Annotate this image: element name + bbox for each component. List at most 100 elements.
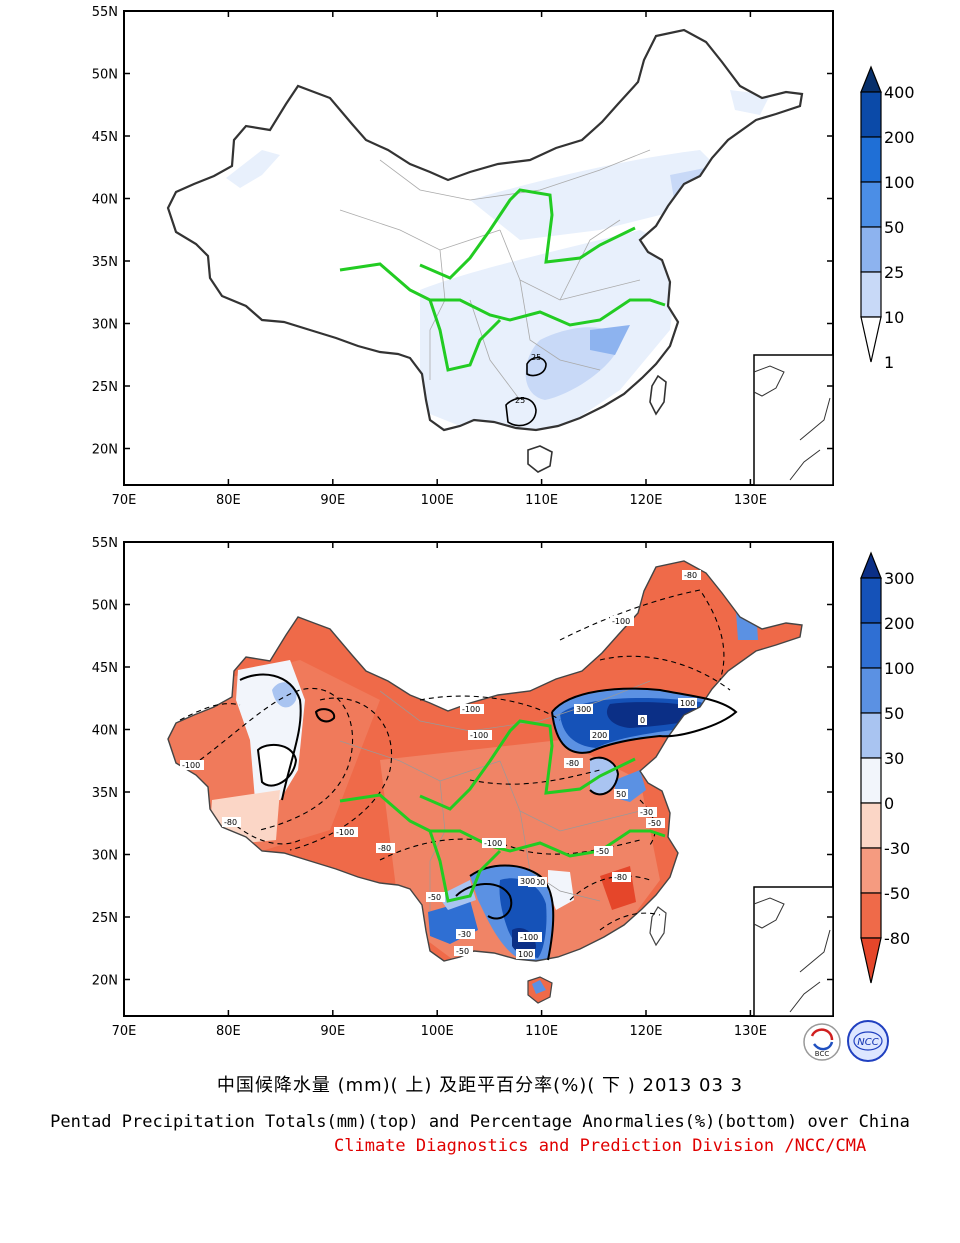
colorbar-label: 200: [884, 128, 915, 147]
colorbar-label: 50: [884, 704, 904, 723]
lat-tick-label: 50N: [92, 599, 118, 614]
colorbar-segment: [860, 65, 882, 93]
contour-label-bg: [590, 730, 609, 740]
colorbar-segment: [860, 551, 882, 579]
contour-label-bg: [482, 838, 506, 848]
svg-text:NCC: NCC: [857, 1037, 878, 1048]
lon-tick-label: 130E: [734, 493, 767, 508]
contour-label: -80: [684, 571, 697, 580]
top-contours: [505, 356, 547, 427]
contour-label: -50: [648, 819, 661, 828]
colorbar-label: 10: [884, 308, 904, 327]
contour-label-bg: [468, 730, 492, 740]
contour-label-bg: [614, 789, 628, 799]
lat-tick-label: 30N: [92, 849, 118, 864]
lat-tick-label: 50N: [92, 68, 118, 83]
contour-label-bg: [678, 698, 697, 708]
lon-tick-label: 90E: [320, 1024, 345, 1039]
contour-label: -100: [336, 828, 354, 837]
lat-tick-label: 40N: [92, 724, 118, 739]
contour-label: 100: [680, 699, 695, 708]
contour-label-bg: [682, 570, 701, 580]
lon-tick-label: 70E: [112, 493, 137, 508]
contour-label: -100: [470, 731, 488, 740]
colorbar-segment: [860, 91, 882, 138]
contour-label-bg: [564, 758, 583, 768]
colorbar-label: 0: [884, 794, 894, 813]
colorbar-label: 300: [884, 569, 915, 588]
lat-tick-label: 35N: [92, 786, 118, 801]
lon-tick-label: 100E: [421, 493, 454, 508]
colorbar-segment: [860, 136, 882, 183]
top-rivers: [339, 188, 666, 372]
colorbar-label: 30: [884, 749, 904, 768]
contour-label-bg: [516, 949, 535, 959]
colorbar-segment: [860, 757, 882, 804]
contour-label: -80: [566, 759, 579, 768]
contour-label: -100: [182, 761, 200, 770]
contour-label: 0: [640, 716, 645, 725]
lat-tick-label: 35N: [92, 255, 118, 270]
contour-label: 200: [530, 878, 545, 887]
colorbar-segment: [860, 316, 882, 363]
contour-label: 100: [518, 950, 533, 959]
colorbar-segment: [860, 937, 882, 984]
contour-label: -100: [520, 933, 538, 942]
colorbar-segment: [860, 181, 882, 228]
top-contour-label: 25: [515, 396, 525, 405]
lon-tick-label: 90E: [320, 493, 345, 508]
contour-label-bg: [426, 892, 445, 902]
lon-tick-label: 110E: [525, 1024, 558, 1039]
contour-label: -50: [596, 847, 609, 856]
contour-label: -100: [484, 839, 502, 848]
contour-label: 300: [576, 705, 591, 714]
colorbar-label: 100: [884, 659, 915, 678]
top-axes: 55N 50N 45N 40N 35N 30N 25N 20N 70E 80E 90E 100E 110…: [92, 5, 833, 508]
contour-label: -30: [640, 808, 653, 817]
lon-tick-label: 130E: [734, 1024, 767, 1039]
contour-label: -100: [462, 705, 480, 714]
lat-tick-label: 30N: [92, 318, 118, 333]
lat-tick-label: 20N: [92, 974, 118, 989]
contour-label-bg: [528, 877, 547, 887]
lat-tick-label: 40N: [92, 193, 118, 208]
organization-caption: Climate Diagnostics and Prediction Divis…: [334, 1136, 867, 1156]
chinese-caption: 中国候降水量 (mm)( 上) 及距平百分率(%)( 下 ) 2013 03 3: [216, 1075, 744, 1096]
contour-label-bg: [180, 760, 204, 770]
bottom-axes: 55N 50N 45N 40N 35N 30N 25N 20N 70E 80E 90E 100E 110…: [92, 536, 833, 1039]
top-inset-south-china-sea: [753, 354, 834, 486]
contour-label: -100: [612, 617, 630, 626]
lat-tick-label: 55N: [92, 5, 118, 20]
contour-label-bg: [222, 817, 241, 827]
colorbar-label: -80: [884, 929, 910, 948]
contour-label-bg: [518, 876, 537, 886]
bottom-contour-labels: -100 -80 -100 -100 -100 -80 -100 -50 300 200 100 0 -…: [180, 570, 701, 959]
colorbar-label: -30: [884, 839, 910, 858]
contour-label-bg: [460, 704, 484, 714]
lon-tick-label: 120E: [629, 1024, 662, 1039]
lon-tick-label: 110E: [525, 493, 558, 508]
lon-tick-label: 70E: [112, 1024, 137, 1039]
contour-label-bg: [646, 818, 665, 828]
colorbar-segment: [860, 802, 882, 849]
top-contour-label: 25: [531, 353, 541, 362]
bottom-map: -100-80-100-100-100-80-100-503002001000-…: [92, 536, 915, 1039]
bottom-rivers: [339, 719, 666, 903]
lat-tick-label: 45N: [92, 661, 118, 676]
colorbar-segment: [860, 892, 882, 939]
colorbar-label: 100: [884, 173, 915, 192]
contour-label-bg: [376, 843, 395, 853]
colorbar-segment: [860, 271, 882, 318]
lon-tick-label: 120E: [629, 493, 662, 508]
contour-label-bg: [456, 929, 475, 939]
colorbar-segment: [860, 712, 882, 759]
contour-label-bg: [638, 715, 647, 725]
contour-label: -50: [428, 893, 441, 902]
svg-text:BCC: BCC: [815, 1050, 830, 1058]
contour-label-bg: [594, 846, 613, 856]
ncc-logo: NCC: [847, 1020, 889, 1062]
top-colorbar: 400 200 100 50 25 10 1: [860, 65, 915, 372]
contour-label: -50: [456, 947, 469, 956]
